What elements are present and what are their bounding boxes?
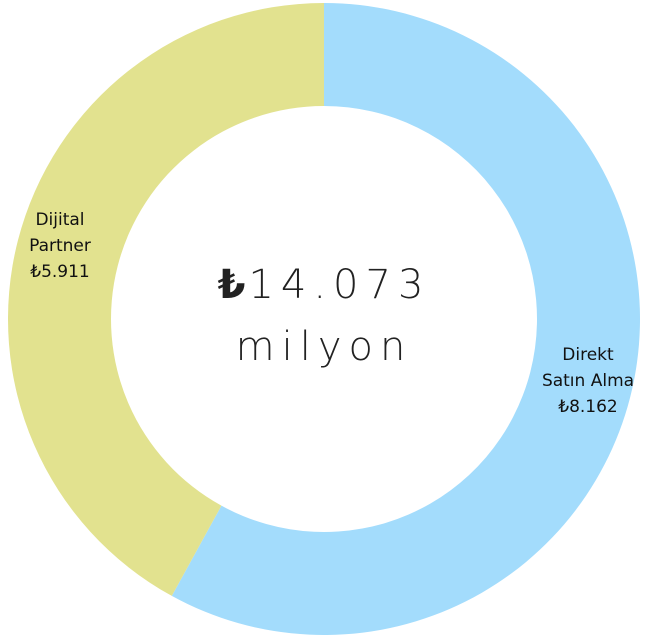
value-label: ₺8.162 — [558, 397, 618, 417]
center-total: ₺14.073 — [124, 262, 524, 308]
slice-label: Direkt Satın Alma ₺8.162 — [538, 342, 638, 420]
slice-label: Dijital Partner ₺5.911 — [20, 207, 100, 285]
center-symbol: ₺ — [217, 262, 249, 308]
slice — [171, 3, 641, 635]
slice — [7, 3, 324, 596]
category-label: Dijital Partner — [29, 210, 91, 256]
center-value: 14.073 — [248, 262, 431, 308]
category-label: Direkt Satın Alma — [541, 345, 635, 391]
center-unit: milyon — [235, 324, 413, 370]
value-label: ₺5.911 — [30, 262, 90, 282]
